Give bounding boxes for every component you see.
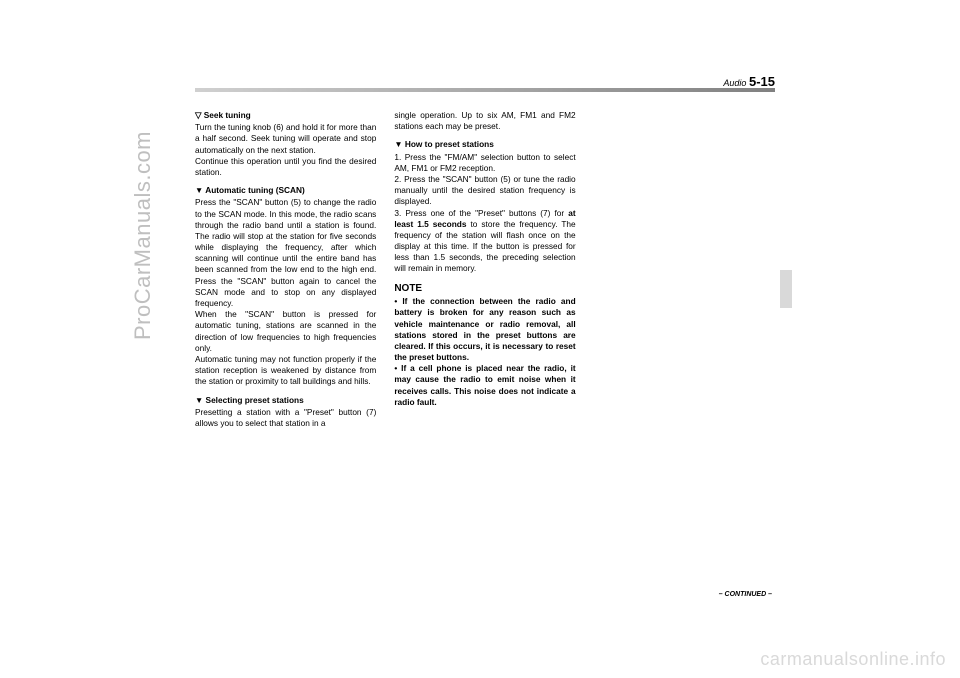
column-2: single operation. Up to six AM, FM1 and … [394,110,575,436]
continued-label: – CONTINUED – [719,591,772,598]
section-label: Audio [723,78,746,88]
paragraph: single operation. Up to six AM, FM1 and … [394,110,575,132]
text: Continue this operation until you find t… [195,156,376,177]
heading-how-to-preset: How to preset stations [394,139,575,150]
heading-seek-tuning: Seek tuning [195,110,376,121]
page-header: Audio 5-15 [723,74,775,89]
text: When the "SCAN" button is pressed for au… [195,309,376,353]
note-heading: NOTE [394,282,575,296]
text: 3. Press one of the "Preset" buttons (7)… [394,208,568,218]
heading-auto-tuning: Automatic tuning (SCAN) [195,185,376,196]
paragraph: 1. Press the "FM/AM" selection button to… [394,152,575,174]
column-3 [594,110,775,436]
note-paragraph: • If a cell phone is placed near the rad… [394,363,575,408]
paragraph: Presetting a station with a "Preset" but… [195,407,376,429]
page-number: 5-15 [749,74,775,89]
note-paragraph: • If the connection between the radio an… [394,296,575,363]
text: Automatic tuning may not function proper… [195,354,376,386]
text: Press the "SCAN" button (5) to change th… [195,197,376,308]
paragraph: 3. Press one of the "Preset" buttons (7)… [394,208,575,275]
paragraph: Turn the tuning knob (6) and hold it for… [195,122,376,178]
paragraph: Press the "SCAN" button (5) to change th… [195,197,376,387]
text-columns: Seek tuning Turn the tuning knob (6) and… [195,90,775,436]
heading-preset-select: Selecting preset stations [195,395,376,406]
paragraph: 2. Press the "SCAN" button (5) or tune t… [394,174,575,208]
page-body: Seek tuning Turn the tuning knob (6) and… [195,90,775,590]
column-1: Seek tuning Turn the tuning knob (6) and… [195,110,376,436]
text: Turn the tuning knob (6) and hold it for… [195,122,376,154]
watermark-bottom: carmanualsonline.info [760,649,946,670]
watermark-side: ProCarManuals.com [130,131,156,340]
thumb-tab [780,270,792,308]
